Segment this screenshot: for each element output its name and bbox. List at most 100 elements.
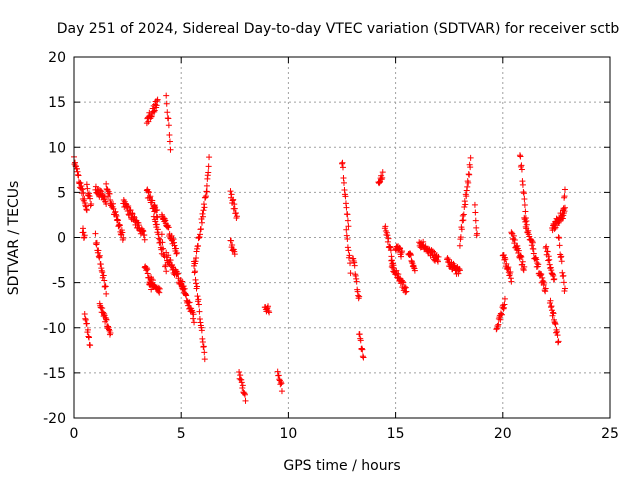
data-point — [555, 234, 562, 241]
data-point — [548, 267, 555, 274]
data-point — [387, 247, 394, 254]
data-point — [83, 181, 90, 188]
data-point — [149, 197, 156, 204]
y-tick-label: -10 — [43, 321, 66, 337]
data-point — [75, 172, 82, 179]
data-point — [165, 115, 172, 122]
data-point — [529, 238, 536, 245]
data-point — [403, 288, 410, 295]
data-point — [558, 258, 565, 265]
chart-title: Day 251 of 2024, Sidereal Day-to-day VTE… — [57, 21, 620, 37]
data-point — [163, 92, 170, 99]
data-point — [510, 232, 517, 239]
data-point — [460, 217, 467, 224]
data-point — [543, 243, 550, 250]
data-point — [88, 201, 95, 208]
data-point — [555, 339, 562, 346]
data-point — [277, 379, 284, 386]
data-point — [465, 179, 472, 186]
data-point — [83, 207, 90, 214]
x-tick-label: 15 — [387, 426, 405, 442]
data-point — [518, 253, 525, 260]
data-point — [82, 316, 89, 323]
data-point — [507, 275, 514, 282]
data-point — [81, 310, 88, 317]
data-point — [165, 252, 172, 259]
data-point — [165, 122, 172, 129]
data-point — [158, 231, 165, 238]
data-point — [460, 211, 467, 218]
data-point — [228, 237, 235, 244]
data-point — [538, 271, 545, 278]
data-point — [92, 230, 99, 237]
x-tick-label: 20 — [494, 426, 512, 442]
data-point — [107, 330, 114, 337]
data-point — [542, 244, 549, 251]
data-point — [148, 275, 155, 282]
data-point — [561, 193, 568, 200]
data-point — [376, 179, 383, 186]
x-tick-label: 10 — [279, 426, 297, 442]
data-point — [265, 307, 272, 314]
data-point — [85, 333, 92, 340]
data-point — [233, 213, 240, 220]
data-point — [197, 225, 204, 232]
data-point — [493, 326, 500, 333]
data-point — [559, 269, 566, 276]
data-point — [550, 310, 557, 317]
data-point — [80, 190, 87, 197]
data-point — [345, 223, 352, 230]
data-point — [399, 278, 406, 285]
y-tick-label: 0 — [57, 231, 66, 247]
data-point — [238, 379, 245, 386]
x-axis-ticks: 0 5 10 15 20 25 — [70, 57, 619, 442]
data-point — [278, 380, 285, 387]
data-point — [232, 209, 239, 216]
data-point — [549, 309, 556, 316]
data-point — [411, 267, 418, 274]
data-point — [242, 397, 249, 404]
data-point — [116, 222, 123, 229]
data-point — [501, 295, 508, 302]
data-point — [560, 272, 567, 279]
y-tick-label: 20 — [48, 50, 66, 66]
data-point — [173, 249, 180, 256]
data-point — [197, 231, 204, 238]
data-point — [200, 207, 207, 214]
data-point — [561, 285, 568, 292]
data-point — [505, 264, 512, 271]
data-point — [163, 100, 170, 107]
data-point — [84, 326, 91, 333]
data-point — [150, 205, 157, 212]
data-point — [87, 202, 94, 209]
data-point — [467, 154, 474, 161]
data-point — [533, 256, 540, 263]
data-point — [456, 267, 463, 274]
data-point — [546, 261, 553, 268]
data-point — [278, 388, 285, 395]
data-point — [191, 319, 198, 326]
data-point — [100, 272, 107, 279]
data-point — [99, 269, 106, 276]
data-point — [98, 188, 105, 195]
data-point — [515, 247, 522, 254]
data-point — [84, 185, 91, 192]
data-point — [274, 368, 281, 375]
data-point — [147, 193, 154, 200]
data-point — [544, 248, 551, 255]
data-point — [399, 248, 406, 255]
data-point — [467, 164, 474, 171]
data-point — [554, 328, 561, 335]
data-point — [500, 305, 507, 312]
data-point — [201, 349, 208, 356]
data-point — [266, 309, 273, 316]
data-point — [110, 200, 117, 207]
data-point — [383, 229, 390, 236]
data-point — [199, 213, 206, 220]
data-point — [101, 277, 108, 284]
data-point — [206, 154, 213, 161]
data-point — [172, 245, 179, 252]
data-point — [356, 293, 363, 300]
data-point — [523, 221, 530, 228]
x-axis-label: GPS time / hours — [283, 458, 400, 474]
